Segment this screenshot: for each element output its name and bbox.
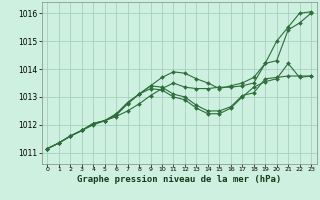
X-axis label: Graphe pression niveau de la mer (hPa): Graphe pression niveau de la mer (hPa) <box>77 175 281 184</box>
